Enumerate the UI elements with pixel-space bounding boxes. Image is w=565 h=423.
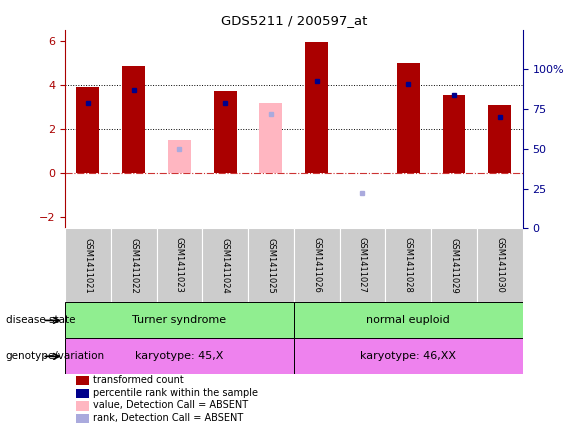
Title: GDS5211 / 200597_at: GDS5211 / 200597_at [220, 14, 367, 27]
Bar [168, 140, 191, 173]
Bar [65, 338, 294, 374]
Bar [305, 42, 328, 173]
Text: GSM1411026: GSM1411026 [312, 237, 321, 294]
Text: GSM1411027: GSM1411027 [358, 237, 367, 294]
Text: GSM1411028: GSM1411028 [404, 237, 412, 294]
Text: value, Detection Call = ABSENT: value, Detection Call = ABSENT [93, 401, 249, 410]
Text: transformed count: transformed count [93, 375, 184, 385]
Bar [122, 66, 145, 173]
Bar [65, 302, 294, 338]
Text: genotype/variation: genotype/variation [6, 352, 105, 361]
Text: Turner syndrome: Turner syndrome [132, 316, 227, 325]
Bar [76, 87, 99, 173]
Bar [442, 95, 466, 173]
Text: GSM1411029: GSM1411029 [450, 238, 458, 293]
Bar [477, 228, 523, 302]
Bar [65, 228, 111, 302]
Text: GSM1411022: GSM1411022 [129, 238, 138, 293]
Text: GSM1411023: GSM1411023 [175, 237, 184, 294]
Text: karyotype: 45,X: karyotype: 45,X [135, 352, 224, 361]
Text: normal euploid: normal euploid [366, 316, 450, 325]
Text: GSM1411030: GSM1411030 [496, 237, 504, 294]
Bar [259, 102, 282, 173]
Bar [294, 338, 523, 374]
Text: GSM1411024: GSM1411024 [221, 238, 229, 293]
Bar [340, 228, 385, 302]
Bar [385, 228, 431, 302]
Text: GSM1411025: GSM1411025 [267, 238, 275, 293]
Text: GSM1411021: GSM1411021 [84, 238, 92, 293]
Text: karyotype: 46,XX: karyotype: 46,XX [360, 352, 456, 361]
Bar [397, 63, 420, 173]
Bar [488, 105, 511, 173]
Bar [157, 228, 202, 302]
Bar [214, 91, 237, 173]
Bar [248, 228, 294, 302]
Bar [431, 228, 477, 302]
Bar [111, 228, 157, 302]
Text: percentile rank within the sample: percentile rank within the sample [93, 388, 258, 398]
Text: rank, Detection Call = ABSENT: rank, Detection Call = ABSENT [93, 413, 244, 423]
Bar [202, 228, 248, 302]
Bar [294, 228, 340, 302]
Bar [294, 302, 523, 338]
Text: disease state: disease state [6, 316, 75, 325]
